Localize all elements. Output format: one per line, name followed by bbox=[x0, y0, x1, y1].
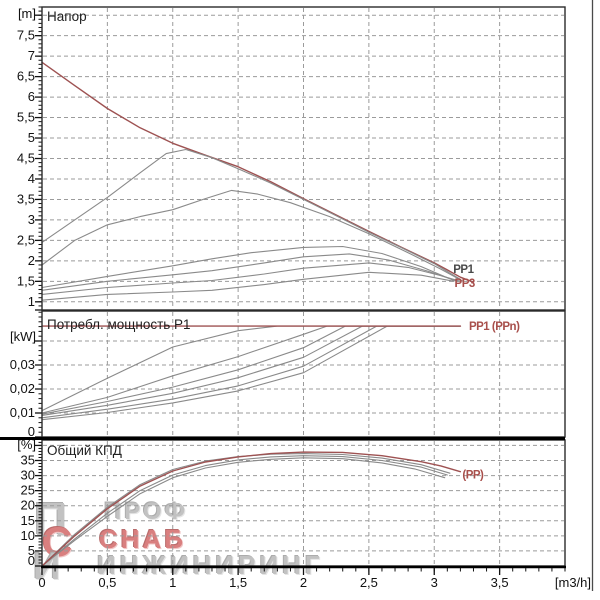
y-tick-label: 25 bbox=[21, 483, 35, 498]
y-tick-label: 10 bbox=[21, 528, 35, 543]
curve-efficiency-max-speed bbox=[41, 451, 462, 567]
y-tick-label: 30 bbox=[21, 468, 35, 483]
panel-title: Потребл. мощность P1 bbox=[47, 317, 191, 332]
curve-efficiency-e1 bbox=[41, 453, 451, 567]
panel-head-border bbox=[41, 6, 566, 311]
x-tick-label: 2,5 bbox=[360, 575, 378, 590]
panel-head-yticks: 1 1,5 2 2,5 3 3,5 4 4,5 5 5,5 6 6,5 7 7,5 bbox=[17, 6, 42, 311]
y-tick-label: 4,5 bbox=[17, 151, 35, 166]
curve-end-label: РР1 bbox=[453, 264, 474, 276]
y-tick-label: 2 bbox=[28, 253, 35, 268]
curve-head-low-3 bbox=[41, 262, 461, 295]
y-tick-label: 20 bbox=[21, 498, 35, 513]
curve-head-pp3 bbox=[41, 148, 461, 280]
watermark-line-snab: СНАБ bbox=[99, 524, 187, 554]
y-tick-label: 5,5 bbox=[17, 110, 35, 125]
x-tick-label: 1,5 bbox=[229, 575, 247, 590]
watermark-line-engineering: ИНЖИНИРИНГ bbox=[97, 550, 324, 580]
y-tick-label: 0,03 bbox=[10, 357, 35, 372]
y-tick-label: 1 bbox=[28, 294, 35, 309]
panel-head-grid bbox=[43, 8, 564, 309]
curve-end-label: РР3 bbox=[455, 278, 475, 290]
curve-head-pp2 bbox=[41, 189, 464, 282]
curve-power-g3 bbox=[41, 325, 461, 415]
y-tick-label: 0,02 bbox=[10, 381, 35, 396]
x-tick-label: 3,5 bbox=[491, 575, 509, 590]
x-tick-label: 0,5 bbox=[98, 575, 116, 590]
x-tick-label: 2 bbox=[300, 575, 307, 590]
y-tick-label: 15 bbox=[21, 513, 35, 528]
y-tick-label: 6 bbox=[28, 89, 35, 104]
axis-unit-label: [kW] bbox=[10, 329, 36, 344]
x-axis: 0 0,5 1 1,5 2 2,5 3 3,5 [m3/h] bbox=[38, 565, 591, 590]
y-tick-label: 0,01 bbox=[10, 405, 35, 420]
y-tick-label: 0 bbox=[28, 553, 35, 568]
curve-end-label: (РР) bbox=[462, 470, 484, 482]
curve-head-max-speed bbox=[41, 61, 475, 283]
x-axis-unit-label: [m3/h] bbox=[555, 575, 591, 590]
y-tick-label: 5 bbox=[28, 543, 35, 558]
x-tick-label: 3 bbox=[431, 575, 438, 590]
curve-head-low-2 bbox=[41, 253, 459, 291]
x-tick-label: 0 bbox=[38, 575, 45, 590]
y-tick-label: 6,5 bbox=[17, 69, 35, 84]
y-tick-label: 3,5 bbox=[17, 191, 35, 206]
curve-head-low-4 bbox=[41, 271, 455, 301]
panel-head-series bbox=[41, 61, 475, 301]
y-tick-label: 0 bbox=[28, 424, 35, 439]
panel-power-grid bbox=[43, 312, 564, 436]
curve-power-g2 bbox=[41, 325, 461, 414]
curve-head-low-1 bbox=[41, 245, 455, 289]
axis-unit-label: [m] bbox=[18, 6, 36, 21]
panel-efficiency-series bbox=[41, 451, 462, 567]
panel-title: Напор bbox=[47, 9, 87, 24]
panel-title: Общий КПД bbox=[47, 443, 122, 458]
curve-efficiency-e2 bbox=[41, 455, 448, 567]
panel-power-labels: РР1 (РРn) Потребл. мощность P1 [kW] bbox=[10, 317, 521, 344]
y-tick-label: 4 bbox=[28, 171, 35, 186]
panel-head-labels: РР1 РР3 Напор [m] bbox=[18, 6, 475, 290]
y-tick-label: 35 bbox=[21, 452, 35, 467]
y-tick-label: 2,5 bbox=[17, 232, 35, 247]
curve-efficiency-e3 bbox=[41, 457, 446, 567]
curve-power-g5 bbox=[41, 325, 461, 419]
y-tick-label: 3 bbox=[28, 212, 35, 227]
y-tick-label: 7 bbox=[28, 48, 35, 63]
panel-power-series bbox=[41, 325, 462, 421]
y-tick-label: 5 bbox=[28, 130, 35, 145]
x-tick-label: 1 bbox=[169, 575, 176, 590]
panel-efficiency-labels: (РР) Общий КПД [%] bbox=[17, 437, 484, 482]
panel-efficiency-grid bbox=[43, 441, 564, 565]
axis-unit-label: [%] bbox=[17, 437, 36, 452]
y-tick-label: 7,5 bbox=[17, 28, 35, 43]
y-tick-label: 1,5 bbox=[17, 273, 35, 288]
curve-end-label: РР1 (РРn) bbox=[469, 321, 520, 333]
